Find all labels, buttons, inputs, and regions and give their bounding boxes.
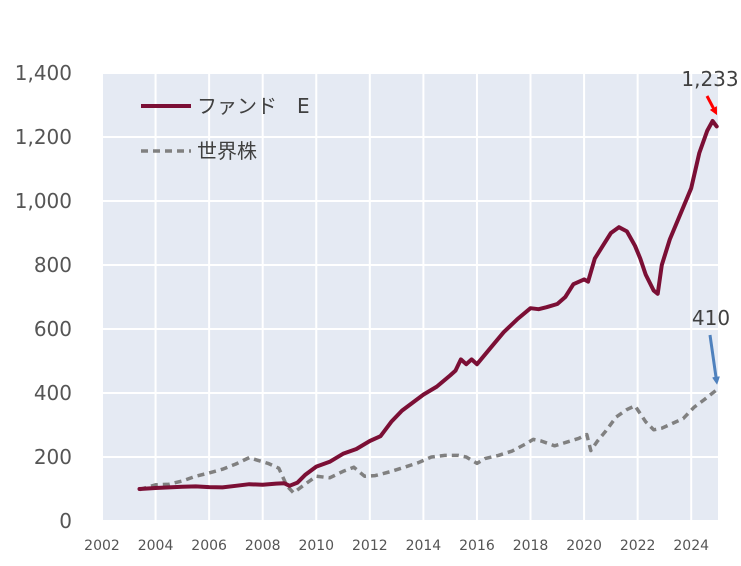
x-tick-label: 2018 [513,538,549,554]
plot-area [102,73,718,521]
y-tick-label: 1,200 [15,125,72,149]
x-axis: 2002 2004 2006 2008 2010 2012 2014 2016 2018 2020… [84,538,709,554]
x-tick-label: 2008 [245,538,281,554]
annotation-arrow-world-stocks [708,334,720,385]
x-tick-label: 2020 [566,538,602,554]
series-line-world-stocks [139,388,718,495]
x-tick-label: 2004 [138,538,174,554]
annotation-label-fund-e: 1,233 [681,67,738,91]
x-tick-label: 2016 [459,538,495,554]
x-tick-label: 2014 [406,538,442,554]
y-axis: 0 200 400 600 800 1,000 1,200 1,400 [15,61,72,533]
x-tick-label: 2012 [352,538,388,554]
y-tick-label: 1,400 [15,61,72,85]
y-tick-label: 600 [34,317,72,341]
annotation-label-world-stocks: 410 [692,306,730,330]
x-tick-label: 2010 [298,538,334,554]
annotation-arrow-fund-e [705,95,718,116]
series-lines [137,119,719,495]
annotations: 1,233 410 [681,67,739,385]
series-line-fund-e [137,119,719,491]
legend: ファンド E 世界株 [141,94,310,163]
grid-lines [101,72,718,522]
x-tick-label: 2024 [673,538,709,554]
y-tick-label: 400 [34,381,72,405]
legend-label: 世界株 [197,139,257,163]
legend-label: ファンド E [197,94,310,118]
x-tick-label: 2002 [84,538,120,554]
y-tick-label: 800 [34,253,72,277]
y-tick-label: 200 [34,445,72,469]
y-tick-label: 0 [59,509,72,533]
x-tick-label: 2022 [620,538,656,554]
y-tick-label: 1,000 [15,189,72,213]
x-tick-label: 2006 [191,538,227,554]
